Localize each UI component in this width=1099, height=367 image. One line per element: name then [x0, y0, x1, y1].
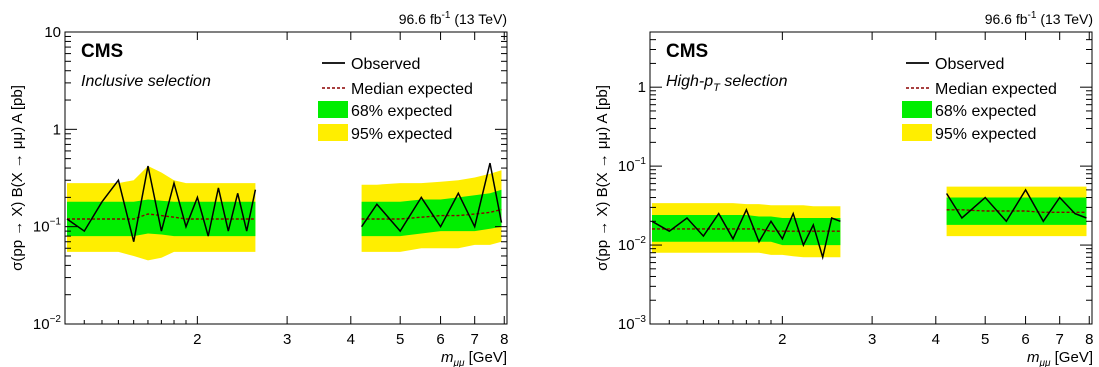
legend-68-label: 68% expected — [351, 103, 452, 120]
legend-68-swatch — [318, 101, 348, 118]
x-tick-label: 4 — [347, 331, 355, 348]
x-tick-label: 7 — [1056, 331, 1064, 348]
y-tick-label: 10−2 — [33, 314, 62, 333]
legend-95-swatch — [902, 124, 932, 141]
cms-label-left: CMS — [81, 41, 123, 62]
x-tick-label: 2 — [778, 331, 786, 348]
lumi-label-left: 96.6 fb-1 (13 TeV) — [399, 10, 507, 27]
lumi-label-right: 96.6 fb-1 (13 TeV) — [985, 10, 1093, 27]
legend-right: Observed Median expected 68% expected 95… — [902, 56, 1057, 143]
panel-left: 2 3 4 5 6 7 8 10 1 10−1 10−2 96.6 fb-1 (13 TeV) CM… — [9, 10, 508, 367]
x-tick-label: 7 — [471, 331, 479, 348]
selection-label-right: High-pT selection — [666, 73, 788, 94]
y-tick-label: 10−1 — [618, 156, 647, 175]
legend-95-label: 95% expected — [351, 126, 452, 143]
y-tick-label: 10−2 — [618, 235, 647, 254]
axis-ticks-left: 2 3 4 5 6 7 8 10 1 10−1 10−2 — [33, 24, 509, 348]
y-axis-label-left: σ(pp → X) B(X → μμ) A [pb] — [9, 85, 26, 271]
x-tick-label: 2 — [193, 331, 201, 348]
observed-line-segment-1 — [360, 162, 503, 233]
median-expected-line-segment-0 — [652, 228, 841, 232]
x-tick-label: 8 — [1085, 331, 1093, 348]
legend-left: Observed Median expected 68% expected 95… — [318, 56, 473, 143]
legend-median-label: Median expected — [351, 81, 473, 98]
x-tick-label: 4 — [932, 331, 940, 348]
x-tick-label: 3 — [283, 331, 291, 348]
x-axis-label-right: mμμ [GeV] — [1027, 349, 1093, 367]
observed-line-segment-1 — [945, 188, 1087, 223]
x-axis-label-left: mμμ [GeV] — [441, 349, 507, 367]
plot-area-right — [651, 186, 1087, 261]
band-68-segment-1 — [946, 197, 1087, 225]
band-68-segment-0 — [652, 215, 841, 246]
x-tick-label: 8 — [500, 331, 508, 348]
x-tick-label: 3 — [868, 331, 876, 348]
y-tick-label: 10−3 — [618, 314, 647, 333]
cms-label-right: CMS — [666, 41, 708, 62]
legend-95-swatch — [318, 124, 348, 141]
legend-68-swatch — [902, 101, 932, 118]
x-tick-label: 6 — [436, 331, 444, 348]
y-tick-label: 10 — [44, 24, 61, 41]
y-tick-label: 1 — [53, 121, 61, 138]
y-tick-label: 1 — [638, 79, 646, 96]
band-68-segment-0 — [67, 199, 256, 237]
legend-observed-label: Observed — [351, 56, 420, 73]
median-expected-line-segment-0 — [67, 213, 256, 220]
observed-line-segment-0 — [651, 207, 841, 261]
y-axis-label-right: σ(pp → X) B(X → μμ) A [pb] — [594, 85, 611, 271]
selection-label-left: Inclusive selection — [81, 73, 211, 90]
x-tick-label: 5 — [396, 331, 404, 348]
frame-right — [649, 31, 1093, 325]
plot-area-left — [66, 162, 503, 261]
y-tick-label: 10−1 — [33, 217, 62, 236]
legend-95-label: 95% expected — [935, 126, 1036, 143]
frame-left — [64, 31, 508, 325]
x-tick-label: 6 — [1021, 331, 1029, 348]
legend-observed-label: Observed — [935, 56, 1004, 73]
observed-line-segment-0 — [66, 165, 257, 242]
x-tick-label: 5 — [981, 331, 989, 348]
legend-68-label: 68% expected — [935, 103, 1036, 120]
legend-median-label: Median expected — [935, 81, 1057, 98]
axis-ticks-right: 2 3 4 5 6 7 8 1 10−1 10−2 10−3 — [618, 32, 1093, 348]
